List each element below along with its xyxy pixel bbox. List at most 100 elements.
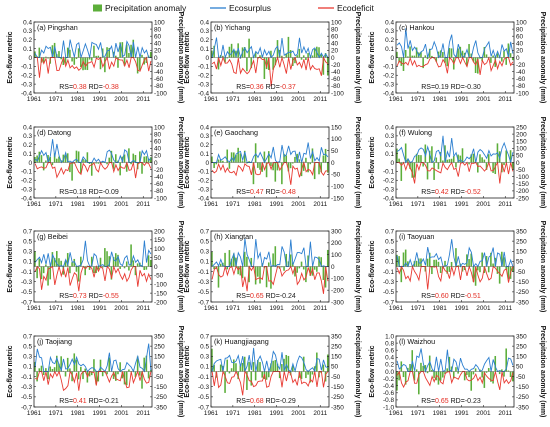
ylabel-right: Precipitation anomaly (mm) — [354, 221, 361, 313]
precip-bar — [36, 266, 38, 279]
precip-bar — [485, 162, 488, 170]
x-tick-label: 1981 — [248, 305, 263, 312]
x-tick-label: 2001 — [476, 201, 491, 208]
left-tick-label: 0.1 — [23, 151, 32, 158]
precip-bar — [69, 49, 71, 58]
precip-bar — [99, 257, 102, 267]
left-tick-label: 0 — [28, 55, 32, 62]
precip-bar — [128, 53, 130, 58]
precip-bar — [134, 154, 137, 163]
precip-bar — [483, 159, 486, 163]
precip-bar — [487, 154, 490, 163]
precip-bar — [110, 150, 113, 163]
precip-bar — [250, 257, 253, 267]
precip-bar — [106, 371, 108, 375]
precip-bar — [45, 368, 47, 372]
x-tick-label: 1981 — [71, 305, 86, 312]
precip-bar — [149, 259, 152, 267]
precip-bar — [86, 152, 89, 163]
ecosurplus-line — [212, 142, 329, 164]
precip-bar — [51, 162, 54, 166]
precip-bar — [130, 244, 132, 267]
x-tick-label: 1971 — [226, 201, 241, 208]
precip-bar — [450, 261, 453, 267]
left-tick-label: -0.2 — [383, 376, 394, 383]
precip-bar — [40, 266, 43, 280]
precip-bar — [75, 359, 78, 372]
left-tick-label: 0.2 — [385, 37, 394, 44]
x-tick-label: 2001 — [291, 96, 306, 103]
right-tick-label: -100 — [154, 282, 167, 289]
ecosurplus-line — [211, 37, 329, 60]
right-tick-label: 20 — [331, 48, 339, 55]
left-tick-label: 0.3 — [200, 249, 209, 256]
right-tick-label: -20 — [516, 62, 526, 69]
precip-bar — [428, 48, 431, 58]
ylabel-right: Precipitation anomaly (mm) — [539, 326, 546, 418]
precip-bar — [145, 156, 148, 163]
stat-value: 0.42 — [435, 189, 449, 196]
right-tick-label: 0 — [331, 160, 335, 167]
right-tick-label: 80 — [154, 131, 162, 138]
precip-bar — [487, 368, 490, 372]
precip-bar — [42, 266, 45, 274]
left-tick-label: -0.3 — [198, 279, 209, 286]
stat-value: -0.48 — [280, 189, 296, 196]
precip-bar — [149, 51, 152, 58]
precip-bar — [147, 255, 150, 267]
precip-bar — [95, 266, 97, 274]
x-tick-label: 2001 — [114, 201, 129, 208]
precip-bar — [466, 254, 468, 267]
precip-bar — [477, 57, 479, 74]
precip-bar — [501, 57, 503, 62]
precip-bar — [481, 252, 483, 267]
rs-rd-stats: RS=0.38 RD=-0.38 — [59, 84, 119, 91]
precip-bar — [470, 253, 473, 267]
stat-value: -0.30 — [465, 84, 481, 91]
rs-rd-stats: RS=0.60 RD=-0.51 — [421, 293, 481, 300]
panel-title: (e) Gaochang — [214, 128, 258, 137]
panel-1: 0.40.30.20.10-0.1-0.2-0.3-0.410080604020… — [184, 12, 361, 104]
precip-bar — [235, 50, 237, 58]
precip-bar — [56, 158, 58, 163]
right-tick-label: 250 — [516, 124, 527, 131]
precip-bar — [415, 260, 418, 267]
precip-bar — [422, 57, 424, 69]
precip-bar — [93, 45, 95, 58]
left-tick-label: 0.1 — [23, 46, 32, 53]
left-tick-label: 0.1 — [385, 259, 394, 266]
precip-bar — [292, 162, 294, 164]
precip-bar — [302, 55, 305, 58]
left-tick-label: -1.0 — [383, 404, 394, 411]
left-tick-label: 0.7 — [23, 333, 32, 340]
precip-bar — [474, 368, 477, 372]
precip-bar — [505, 57, 507, 65]
panel-title: (d) Datong — [37, 128, 71, 137]
precip-bar — [496, 53, 499, 58]
ylabel-right: Precipitation anomaly (mm) — [177, 221, 184, 313]
precip-bar — [128, 148, 130, 163]
precip-bar — [457, 265, 459, 267]
precip-bar — [444, 260, 446, 267]
left-tick-label: -0.3 — [21, 279, 32, 286]
x-tick-label: 1971 — [49, 201, 64, 208]
x-tick-label: 1961 — [27, 96, 42, 103]
precip-bar — [450, 158, 453, 163]
stat-label: RS= — [59, 84, 73, 91]
precip-bar — [492, 263, 494, 267]
ylabel-right: Precipitation anomaly (mm) — [354, 117, 361, 209]
precip-bar — [450, 366, 453, 372]
precip-bar — [472, 153, 475, 163]
ecodeficit-line — [34, 264, 152, 292]
right-tick-label: -350 — [516, 404, 529, 411]
precip-bar — [466, 371, 468, 375]
precip-bar — [115, 154, 117, 163]
precip-bar — [472, 57, 475, 62]
precip-bar — [318, 47, 320, 58]
right-tick-label: 150 — [154, 237, 165, 244]
left-tick-label: 0.5 — [23, 238, 32, 245]
precip-bar — [472, 266, 475, 282]
right-tick-label: 350 — [516, 333, 527, 340]
precip-bar — [257, 162, 259, 168]
right-tick-label: -250 — [516, 289, 529, 296]
